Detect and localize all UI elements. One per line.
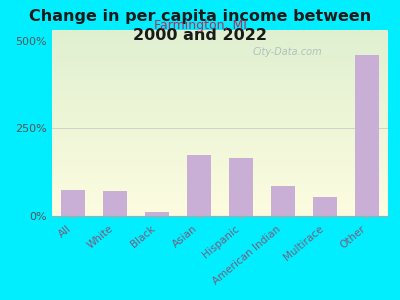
Bar (188, 154, 210, 216)
Text: Farmington, MI: Farmington, MI (154, 20, 246, 32)
Text: City-Data.com: City-Data.com (252, 47, 322, 57)
Bar (62, 190, 84, 216)
Bar (272, 186, 294, 216)
Bar (230, 158, 252, 216)
Bar (314, 197, 336, 216)
Bar (104, 191, 126, 216)
Bar (146, 212, 168, 216)
Bar (356, 55, 378, 216)
Text: Change in per capita income between
2000 and 2022: Change in per capita income between 2000… (29, 9, 371, 43)
